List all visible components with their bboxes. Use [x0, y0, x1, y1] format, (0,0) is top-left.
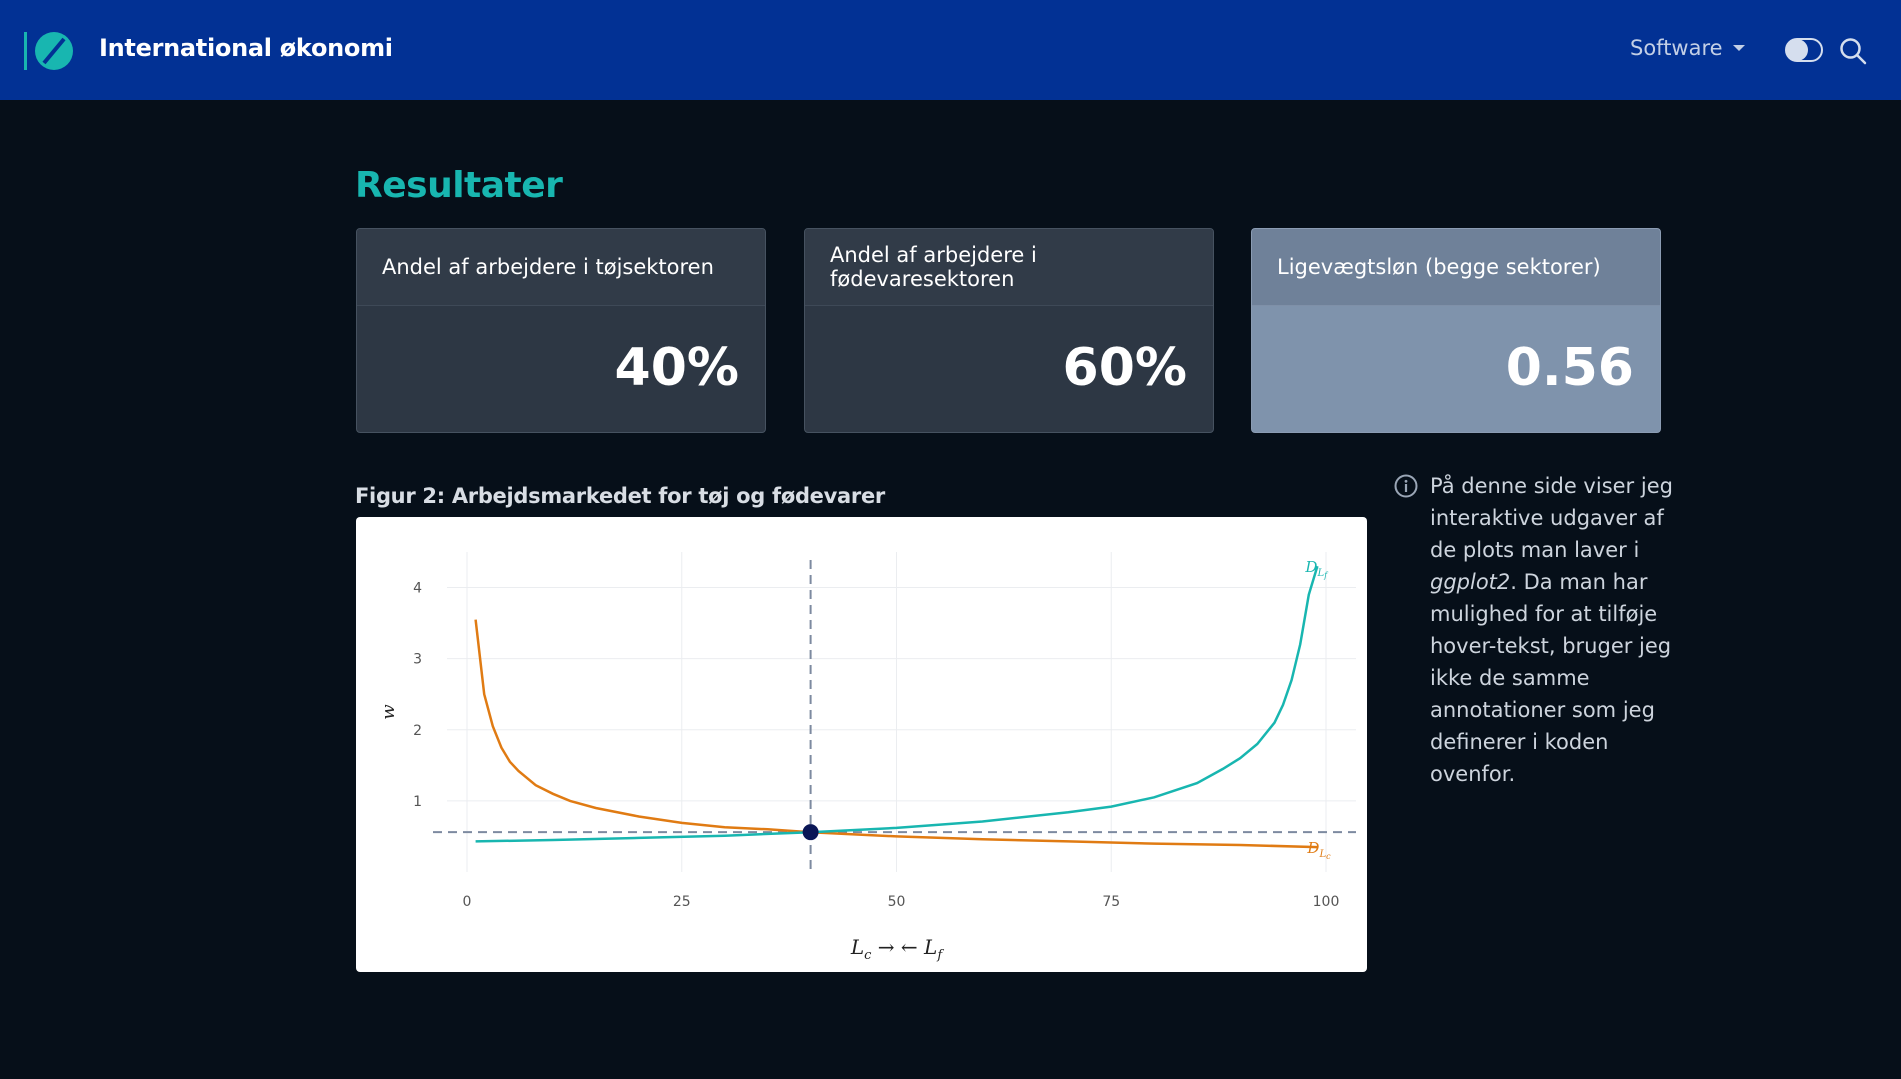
y-tick-label: 2	[413, 723, 422, 739]
x-tick-label: 0	[463, 894, 472, 910]
chart-svg[interactable]: 0 25 50 75 100 1 2 3 4 DLc DLf w Lc → ← Lf	[356, 517, 1367, 972]
top-navbar: International økonomi Software	[0, 0, 1901, 100]
equilibrium-point[interactable]	[802, 824, 819, 841]
figure-caption: Figur 2: Arbejdsmarkedet for tøj og føde…	[355, 484, 885, 508]
x-tick-label: 50	[888, 894, 906, 910]
software-menu-label: Software	[1630, 36, 1723, 60]
x-tick-label: 100	[1313, 894, 1340, 910]
info-icon	[1394, 474, 1418, 498]
card-title: Andel af arbejdere i fødevaresektoren	[805, 229, 1213, 306]
card-title: Andel af arbejdere i tøjsektoren	[357, 229, 765, 306]
series-label-d-lf: DLf	[1304, 558, 1329, 580]
value-card-equilibrium-wage: Ligevægtsløn (begge sektorer) 0.56	[1251, 228, 1661, 433]
card-value: 0.56	[1505, 338, 1634, 398]
quarto-logo-icon[interactable]	[24, 30, 76, 72]
x-axis-label: Lc → ← Lf	[850, 935, 944, 963]
card-title: Ligevægtsløn (begge sektorer)	[1252, 229, 1660, 306]
y-tick-label: 3	[413, 652, 422, 668]
series-line-d-lf[interactable]	[475, 565, 1319, 843]
value-card-food-share: Andel af arbejdere i fødevaresektoren 60…	[804, 228, 1214, 433]
search-icon[interactable]	[1838, 36, 1868, 66]
labor-market-plot[interactable]: 0 25 50 75 100 1 2 3 4 DLc DLf w Lc → ← Lf	[356, 517, 1367, 972]
margin-note-text: På denne side viser jeg interaktive udga…	[1430, 470, 1675, 790]
series-label-d-lc: DLc	[1306, 839, 1331, 861]
site-brand[interactable]: International økonomi	[99, 34, 393, 62]
y-tick-label: 4	[413, 581, 422, 597]
dark-mode-toggle-icon[interactable]	[1785, 38, 1823, 62]
series-line-d-lc[interactable]	[474, 619, 1318, 849]
margin-note-text-part: . Da man har mulighed for at tilføje hov…	[1430, 570, 1672, 786]
y-tick-label: 1	[413, 794, 422, 810]
x-tick-label: 75	[1102, 894, 1120, 910]
x-tick-label: 25	[673, 894, 691, 910]
y-axis-label: w	[378, 704, 399, 720]
ggplot2-reference: ggplot2	[1430, 570, 1511, 594]
margin-note-text-part: På denne side viser jeg interaktive udga…	[1430, 474, 1673, 562]
card-value: 60%	[1062, 338, 1187, 398]
chevron-down-icon	[1732, 45, 1745, 51]
value-card-clothing-share: Andel af arbejdere i tøjsektoren 40%	[356, 228, 766, 433]
card-value: 40%	[614, 338, 739, 398]
software-menu[interactable]: Software	[1630, 36, 1745, 60]
page-title: Resultater	[355, 165, 563, 206]
